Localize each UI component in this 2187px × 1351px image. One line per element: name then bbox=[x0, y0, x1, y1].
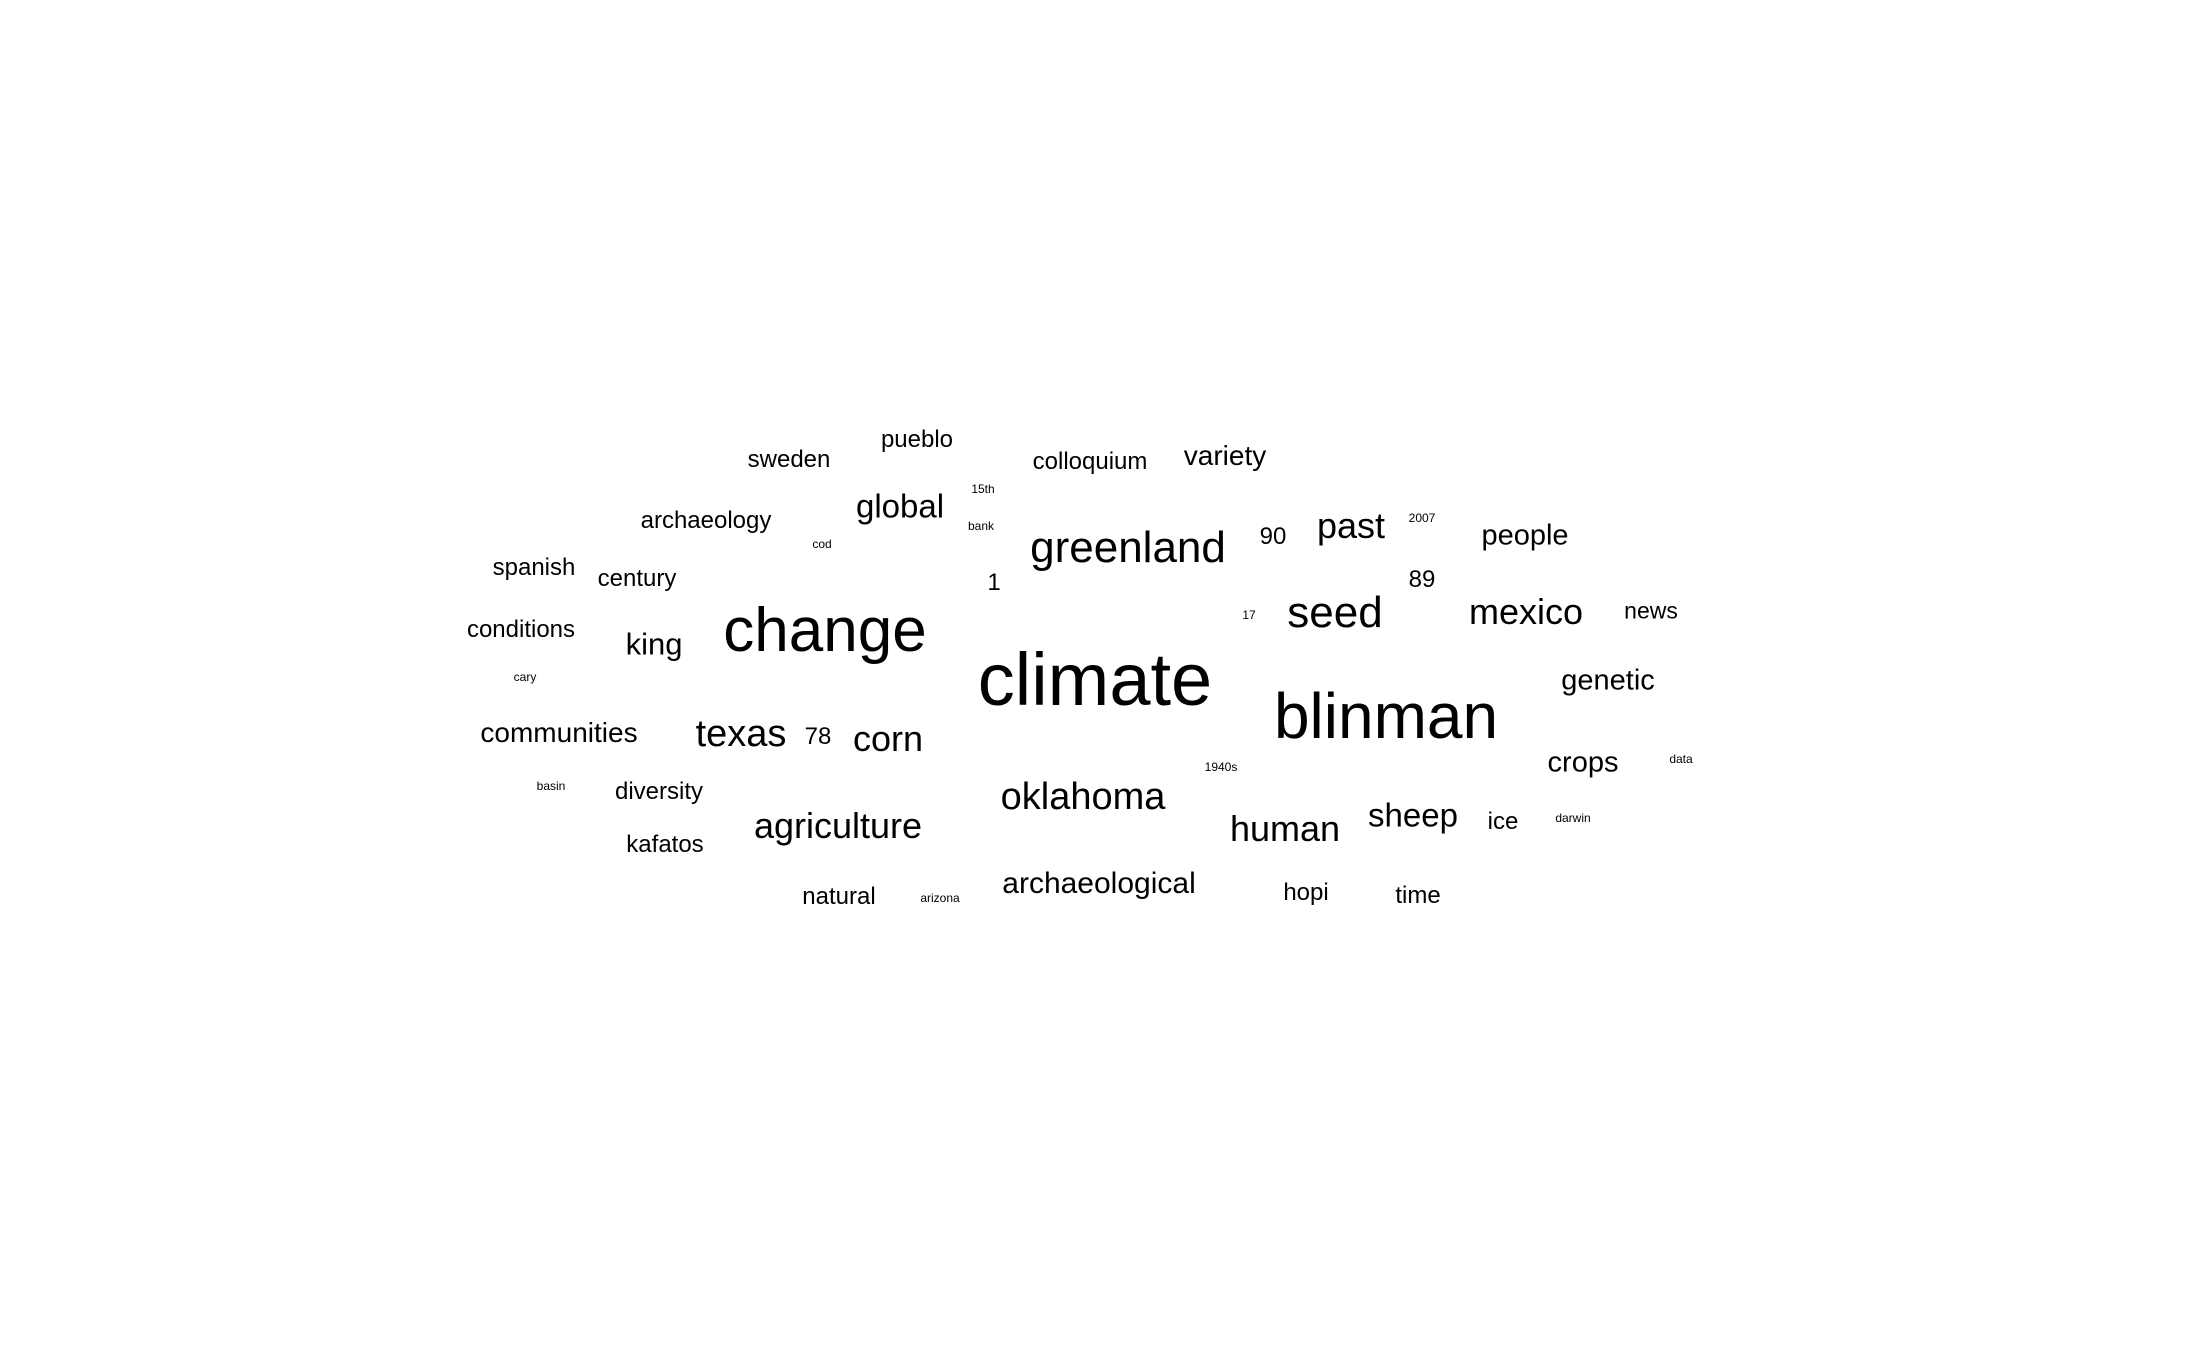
word-basin: basin bbox=[536, 779, 566, 793]
word-90: 90 bbox=[1259, 523, 1287, 550]
word-darwin: darwin bbox=[1555, 811, 1591, 825]
word-arizona: arizona bbox=[920, 891, 960, 905]
word-78: 78 bbox=[804, 723, 832, 750]
word-data: data bbox=[1669, 752, 1693, 766]
word-climate: climate bbox=[977, 638, 1213, 721]
word-natural: natural bbox=[802, 883, 876, 910]
word-agriculture: agriculture bbox=[753, 805, 923, 846]
word-15th: 15th bbox=[971, 482, 995, 496]
word-variety: variety bbox=[1183, 440, 1267, 471]
word-1: 1 bbox=[987, 569, 1001, 596]
word-century: century bbox=[597, 565, 677, 592]
word-time: time bbox=[1395, 882, 1441, 909]
word-archaeology: archaeology bbox=[640, 507, 772, 534]
word-news: news bbox=[1624, 597, 1678, 624]
word-diversity: diversity bbox=[614, 778, 704, 805]
word-cod: cod bbox=[812, 537, 832, 551]
word-oklahoma: oklahoma bbox=[1000, 776, 1166, 818]
word-seed: seed bbox=[1287, 588, 1383, 637]
word-global: global bbox=[855, 487, 945, 525]
word-bank: bank bbox=[967, 519, 995, 533]
word-greenland: greenland bbox=[1030, 523, 1226, 572]
word-kafatos: kafatos bbox=[626, 831, 704, 858]
word-spanish: spanish bbox=[492, 554, 576, 581]
word-cary: cary bbox=[513, 670, 537, 684]
word-crops: crops bbox=[1547, 746, 1619, 779]
word-texas: texas bbox=[695, 713, 787, 755]
word-blinman: blinman bbox=[1273, 680, 1499, 752]
word-king: king bbox=[625, 626, 683, 662]
word-genetic: genetic bbox=[1561, 664, 1655, 697]
word-corn: corn bbox=[852, 718, 924, 759]
word-1940s: 1940s bbox=[1204, 760, 1238, 774]
word-ice: ice bbox=[1487, 808, 1519, 835]
word-change: change bbox=[723, 596, 927, 665]
word-sheep: sheep bbox=[1368, 796, 1458, 834]
word-89: 89 bbox=[1408, 566, 1436, 593]
word-mexico: mexico bbox=[1468, 591, 1584, 632]
word-pueblo: pueblo bbox=[880, 426, 954, 453]
word-sweden: sweden bbox=[747, 446, 831, 473]
word-hopi: hopi bbox=[1283, 879, 1329, 906]
word-2007: 2007 bbox=[1408, 511, 1436, 525]
word-communities: communities bbox=[480, 717, 638, 748]
word-17: 17 bbox=[1242, 608, 1256, 622]
word-human: human bbox=[1229, 808, 1341, 849]
word-colloquium: colloquium bbox=[1032, 448, 1148, 475]
word-conditions: conditions bbox=[466, 616, 576, 643]
word-people: people bbox=[1481, 519, 1569, 552]
word-past: past bbox=[1316, 505, 1386, 546]
word-archaeological: archaeological bbox=[1002, 867, 1196, 900]
